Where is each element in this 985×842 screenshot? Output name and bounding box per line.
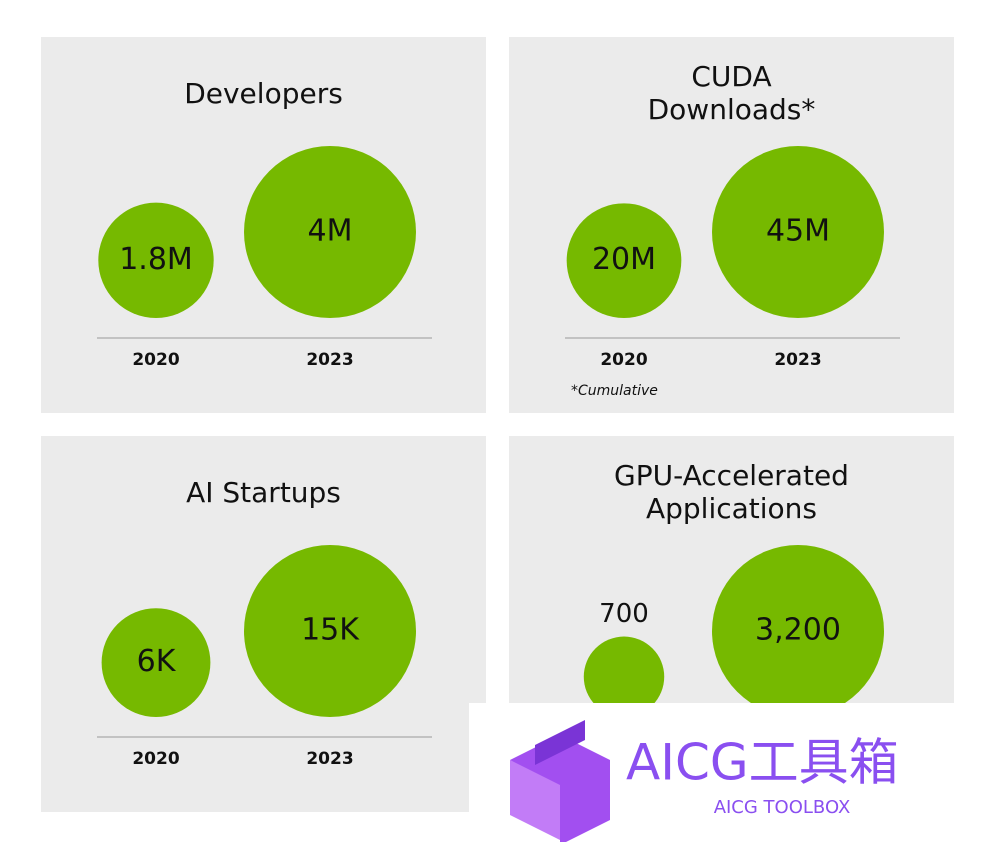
x-tick-label: 2020	[600, 350, 647, 370]
bubble	[583, 636, 665, 717]
value-label: 4M	[308, 214, 353, 249]
bubble	[244, 146, 416, 318]
x-tick-label: 2020	[132, 350, 179, 370]
logo-shape	[535, 720, 585, 765]
logo-shape	[510, 760, 560, 840]
value-label: 20M	[592, 242, 656, 277]
bubble	[712, 146, 884, 318]
panel-title: Downloads*	[648, 93, 816, 126]
bubble	[712, 545, 884, 717]
x-tick-label: 2020	[132, 749, 179, 769]
panel-title: AI Startups	[186, 476, 341, 509]
value-label: 15K	[301, 613, 360, 648]
footnote: *Cumulative	[571, 383, 658, 399]
bubble	[101, 608, 211, 717]
value-label: 45M	[766, 214, 830, 249]
x-tick-label: 2023	[306, 749, 353, 769]
bubble	[566, 203, 682, 318]
value-label: 3,200	[755, 613, 841, 648]
bubble	[244, 545, 416, 717]
watermark-subtitle: AICG TOOLBOX	[714, 797, 851, 818]
bubble	[98, 202, 214, 318]
value-label: 1.8M	[119, 242, 193, 277]
panel-title: CUDA	[691, 60, 771, 93]
x-tick-label: 2023	[306, 350, 353, 370]
panel-title: GPU-Accelerated	[614, 459, 849, 492]
x-tick-label: 2023	[774, 350, 821, 370]
value-label: 6K	[137, 644, 177, 679]
panel-title: Developers	[184, 77, 343, 110]
panel-title: Applications	[646, 492, 817, 525]
watermark-title: AICG工具箱	[626, 734, 899, 792]
value-label: 700	[599, 599, 649, 629]
